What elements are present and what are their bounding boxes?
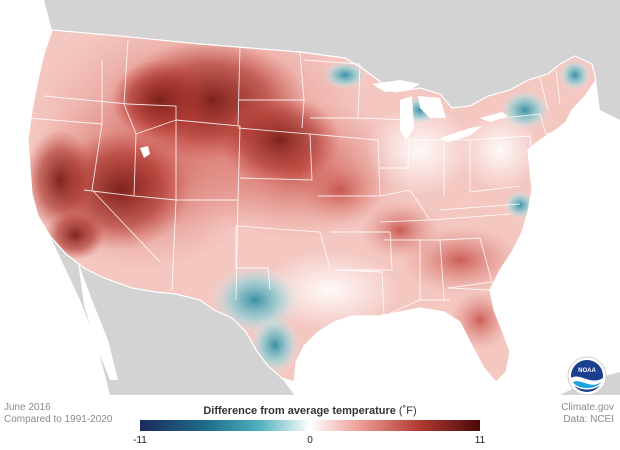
great-salt-lake <box>140 146 150 158</box>
legend-min-label: -11 <box>133 435 147 446</box>
legend-color-bar <box>140 420 480 431</box>
source-site: Climate.gov <box>561 402 614 413</box>
temperature-anomaly-map: NOAA <box>27 0 620 395</box>
footer-left: June 2016 Compared to 1991-2020 <box>4 402 112 426</box>
legend-max-label: 11 <box>474 435 486 446</box>
baseline-label: Compared to 1991-2020 <box>4 414 113 425</box>
state-boundaries <box>27 39 567 317</box>
noaa-logo-text: NOAA <box>578 368 596 374</box>
legend-unit: (˚F) <box>398 405 417 417</box>
legend-title-text: Difference from average temperature <box>203 405 396 417</box>
legend-title: Difference from average temperature (˚F) <box>140 405 480 417</box>
source-data: Data: NCEI <box>563 414 614 425</box>
gulf-of-california <box>78 262 118 380</box>
canada-landmass <box>44 0 620 120</box>
period-label: June 2016 <box>4 402 51 413</box>
noaa-logo: NOAA <box>567 356 607 395</box>
footer-right: Climate.gov Data: NCEI <box>561 402 614 426</box>
legend-mid-label: 0 <box>307 435 313 446</box>
map-svg: NOAA <box>27 0 620 395</box>
